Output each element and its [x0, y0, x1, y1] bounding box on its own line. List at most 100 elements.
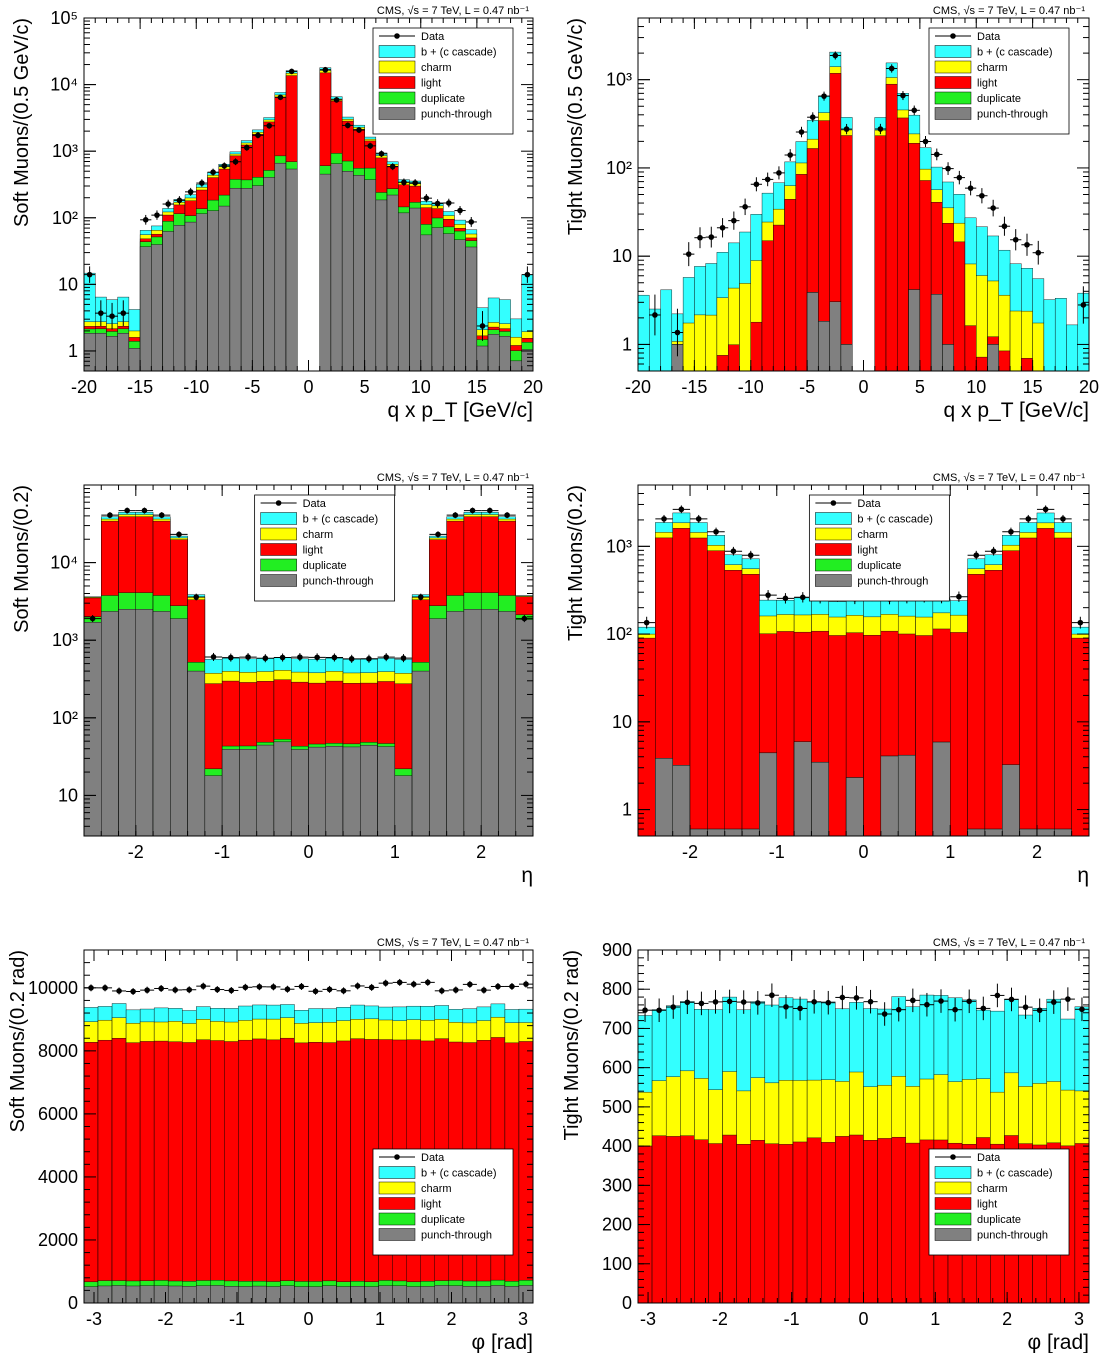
x-tick-label: 20: [1079, 377, 1099, 397]
bar-punch: [162, 231, 174, 371]
bar-punch: [840, 344, 853, 371]
bar-punch: [463, 609, 482, 836]
x-tick-label: -15: [681, 377, 707, 397]
bar-punch: [476, 1286, 492, 1303]
y-tick-label: 10: [58, 785, 78, 805]
bar-punch: [294, 1286, 309, 1303]
bar-light: [877, 1138, 892, 1303]
y-tick-label: 500: [602, 1097, 632, 1117]
y-axis-label: Tight Muons/(0.2 rad): [561, 950, 583, 1140]
y-tick-label: 6000: [38, 1104, 78, 1124]
bar-punch: [487, 334, 500, 371]
legend-swatch: [934, 60, 972, 74]
bar-punch: [173, 225, 186, 371]
data-point: [366, 655, 372, 662]
data-point: [279, 654, 286, 661]
data-point: [130, 988, 136, 995]
data-point: [656, 1007, 662, 1014]
bar-punch: [84, 1286, 99, 1303]
bar-punch: [341, 171, 354, 371]
x-tick-label: -20: [71, 377, 97, 397]
data-point: [938, 998, 944, 1004]
legend-swatch: [260, 543, 297, 556]
data-point: [344, 122, 351, 129]
bar-punch: [672, 765, 691, 836]
bar-punch: [420, 234, 433, 371]
bar-light: [863, 1140, 878, 1303]
data-point: [740, 999, 747, 1005]
legend-label: light: [977, 1199, 997, 1211]
bar-light: [998, 350, 1011, 371]
data-point: [120, 310, 127, 316]
legend-swatch: [934, 1197, 972, 1210]
legend-label: duplicate: [303, 560, 347, 572]
bar-punch: [394, 775, 413, 836]
data-point: [378, 150, 385, 157]
data-point: [881, 1011, 888, 1017]
x-tick-label: -1: [784, 1309, 800, 1329]
y-tick-label: 10⁴: [50, 553, 78, 573]
bar-punch: [106, 336, 118, 371]
data-point: [811, 999, 817, 1005]
bar-light: [1074, 1143, 1089, 1303]
bar-punch: [153, 1285, 169, 1303]
bar-light: [651, 1135, 667, 1303]
data-point: [832, 52, 839, 59]
bar-punch: [689, 828, 708, 836]
data-point: [227, 654, 234, 661]
x-tick-label: 2: [1032, 842, 1042, 862]
x-tick-label: 1: [390, 842, 400, 862]
data-point: [867, 998, 874, 1005]
data-point: [910, 997, 916, 1004]
y-axis: 1 10 10² 10³: [606, 484, 1089, 837]
data-point: [396, 979, 403, 986]
data-point: [284, 986, 291, 993]
data-point: [314, 654, 320, 661]
data-point: [401, 179, 407, 186]
data-point: [979, 192, 985, 199]
data-point: [142, 217, 149, 223]
data-point: [382, 980, 389, 986]
data-point: [228, 987, 235, 994]
bar-light: [680, 1135, 695, 1303]
bar-light: [167, 1041, 183, 1303]
data-point: [765, 592, 771, 598]
data-point: [154, 212, 160, 218]
bar-punch: [184, 221, 197, 371]
x-axis-label: φ [rad]: [1028, 1331, 1089, 1353]
data-point: [434, 200, 441, 207]
bar-punch: [480, 609, 499, 836]
y-tick-label: 10⁵: [51, 8, 78, 28]
bar-punch: [793, 741, 812, 836]
data-point: [797, 1005, 803, 1012]
x-axis: -20 -15 -10 -5 0 5 10 15 20: [625, 18, 1099, 397]
bar-light: [238, 1039, 253, 1303]
data-point: [89, 615, 96, 622]
bar-light: [1054, 537, 1072, 836]
legend-swatch: [815, 574, 852, 587]
data-point: [288, 68, 295, 75]
data-point: [821, 93, 827, 99]
bar-light: [1019, 537, 1038, 836]
data-point: [187, 189, 194, 195]
data-point: [176, 197, 183, 204]
legend-swatch: [378, 91, 416, 105]
y-axis: 1 10 10² 10³: [606, 17, 1089, 372]
x-tick-label: -10: [183, 377, 209, 397]
bar-punch: [465, 246, 478, 371]
data-point: [888, 65, 895, 72]
bar-punch: [655, 758, 673, 836]
legend-label: light: [421, 1199, 441, 1211]
data-point: [1022, 1004, 1029, 1010]
data-point: [210, 169, 216, 175]
bar-light: [950, 632, 968, 836]
bar-punch: [139, 1285, 155, 1303]
data-point: [348, 656, 355, 662]
data-point: [210, 654, 217, 660]
bar-light: [638, 637, 656, 836]
data-point: [453, 987, 459, 993]
bar-punch: [308, 1286, 323, 1303]
legend-label: duplicate: [857, 560, 901, 572]
data-point: [980, 1005, 987, 1012]
data-point: [243, 144, 250, 151]
